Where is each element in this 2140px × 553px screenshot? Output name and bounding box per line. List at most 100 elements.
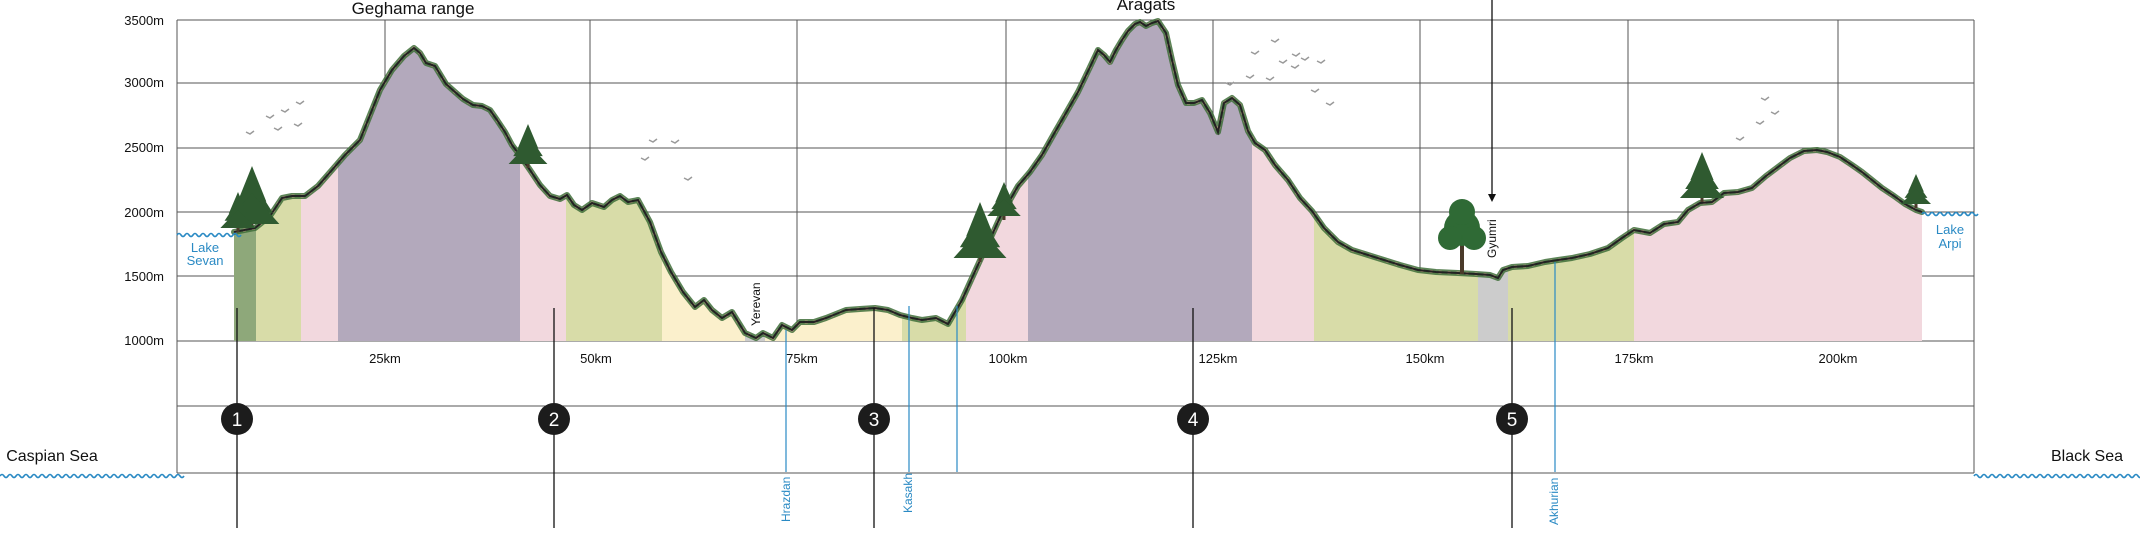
conifer-tree xyxy=(220,192,256,232)
bird-icon xyxy=(1265,76,1275,81)
vegetation-band-mountain-steppe xyxy=(1634,21,1922,341)
water-waves xyxy=(0,211,2140,479)
river-label-kasakh: Kasakh xyxy=(901,473,915,513)
peak-label-aragats: Aragats xyxy=(1117,0,1176,14)
conifer-tree xyxy=(953,202,1007,262)
lake-sevan-label: Lake Sevan xyxy=(187,240,224,268)
bird-icon xyxy=(1300,56,1310,61)
birds xyxy=(245,38,1780,181)
bird-icon xyxy=(1325,101,1335,106)
marker-circle-4 xyxy=(1177,403,1209,435)
vegetation-band-meadow-steppe xyxy=(566,21,662,341)
river-label-akhurian: Akhurian xyxy=(1547,478,1561,525)
x-tick-125km: 125km xyxy=(1198,351,1237,366)
lake-arpi-water xyxy=(1921,211,1979,217)
y-tick-2500: 2500m xyxy=(124,140,164,155)
bird-icon xyxy=(1291,52,1301,57)
vegetation-band-mountain-steppe xyxy=(966,21,1028,341)
bird-icon xyxy=(1755,120,1765,125)
city-label-yerevan: Yerevan xyxy=(749,282,763,326)
marker-circle-1 xyxy=(221,403,253,435)
vegetation-band-subalpine-meadow xyxy=(1028,21,1252,341)
vegetation-band-mountain-steppe xyxy=(520,21,566,341)
vegetation-band-meadow-steppe xyxy=(1508,21,1634,341)
x-tick-100km: 100km xyxy=(988,351,1027,366)
bird-icon xyxy=(1270,38,1280,43)
vegetation-band-subalpine-meadow xyxy=(338,21,520,341)
vegetation-band-semi-desert xyxy=(662,21,902,341)
x-tick-50km: 50km xyxy=(580,351,612,366)
x-tick-175km: 175km xyxy=(1614,351,1653,366)
bird-icon xyxy=(245,130,255,135)
river-label-hrazdan: Hrazdan xyxy=(779,477,793,522)
lake-sevan-line1: Lake xyxy=(191,240,219,255)
lake-arpi-line2: Arpi xyxy=(1938,236,1961,251)
marker-number-4: 4 xyxy=(1188,410,1199,431)
vegetation-band-meadow-steppe xyxy=(1314,21,1478,341)
bird-icon xyxy=(1290,64,1300,69)
gyumri-pointer-arrow xyxy=(1488,194,1496,202)
bird-icon xyxy=(648,138,658,143)
bird-icon xyxy=(670,139,680,144)
bird-icon xyxy=(265,114,275,119)
y-axis-labels: 3500m 3000m 2500m 2000m 1500m 1000m xyxy=(124,13,164,348)
sea-label-caspian: Caspian Sea xyxy=(6,448,98,465)
marker-circle-3 xyxy=(858,403,890,435)
x-axis-labels: 25km 50km 75km 100km 125km 150km 175km 2… xyxy=(369,351,1857,366)
conifer-tree xyxy=(987,182,1021,220)
terrain-profile-line xyxy=(233,19,1923,340)
trees xyxy=(220,124,1931,274)
y-tick-1500: 1500m xyxy=(124,269,164,284)
vegetation-band-urban xyxy=(1478,21,1508,341)
marker-circle-5 xyxy=(1496,403,1528,435)
lake-sevan-line2: Sevan xyxy=(187,253,224,268)
y-tick-2000: 2000m xyxy=(124,205,164,220)
x-tick-75km: 75km xyxy=(786,351,818,366)
bird-icon xyxy=(1245,74,1255,79)
lake-arpi-line1: Lake xyxy=(1936,222,1964,237)
rivers xyxy=(785,262,1556,472)
conifer-tree xyxy=(1679,152,1725,202)
city-label-gyumri: Gyumri xyxy=(1485,219,1499,258)
vegetation-band-meadow-steppe xyxy=(902,21,966,341)
marker-number-3: 3 xyxy=(869,410,880,431)
bird-icon xyxy=(1278,59,1288,64)
marker-number-5: 5 xyxy=(1507,410,1518,431)
bird-icon xyxy=(1310,88,1320,93)
bird-icon xyxy=(295,100,305,105)
vegetation-band-meadow-steppe xyxy=(256,21,301,341)
conifer-tree xyxy=(1901,174,1931,208)
bird-icon xyxy=(273,126,283,131)
x-tick-200km: 200km xyxy=(1818,351,1857,366)
y-tick-3500: 3500m xyxy=(124,13,164,28)
x-tick-25km: 25km xyxy=(369,351,401,366)
bird-icon xyxy=(1735,136,1745,141)
y-tick-1000: 1000m xyxy=(124,333,164,348)
bird-icon xyxy=(1225,81,1235,86)
lake-sevan-water xyxy=(176,232,242,238)
bird-icon xyxy=(1316,59,1326,64)
section-markers: 1 2 3 4 5 xyxy=(221,308,1528,528)
x-tick-150km: 150km xyxy=(1405,351,1444,366)
conifer-tree xyxy=(508,124,548,168)
river-labels: Hrazdan Kasakh Akhurian xyxy=(779,473,1561,525)
black-sea-water xyxy=(1973,473,2140,479)
bird-icon xyxy=(683,176,693,181)
peak-label-geghama: Geghama range xyxy=(352,0,475,18)
lake-arpi-label: Lake Arpi xyxy=(1936,222,1964,251)
marker-number-1: 1 xyxy=(232,410,243,431)
bird-icon xyxy=(1760,96,1770,101)
marker-circle-2 xyxy=(538,403,570,435)
bird-icon xyxy=(293,122,303,127)
vegetation-bands xyxy=(234,21,1922,341)
marker-number-2: 2 xyxy=(549,410,560,431)
bird-icon xyxy=(1250,50,1260,55)
y-tick-3000: 3000m xyxy=(124,75,164,90)
sea-label-black: Black Sea xyxy=(2051,448,2123,465)
bird-icon xyxy=(640,156,650,161)
caspian-sea-water xyxy=(0,473,185,479)
bird-icon xyxy=(280,108,290,113)
deciduous-tree xyxy=(1438,199,1486,274)
